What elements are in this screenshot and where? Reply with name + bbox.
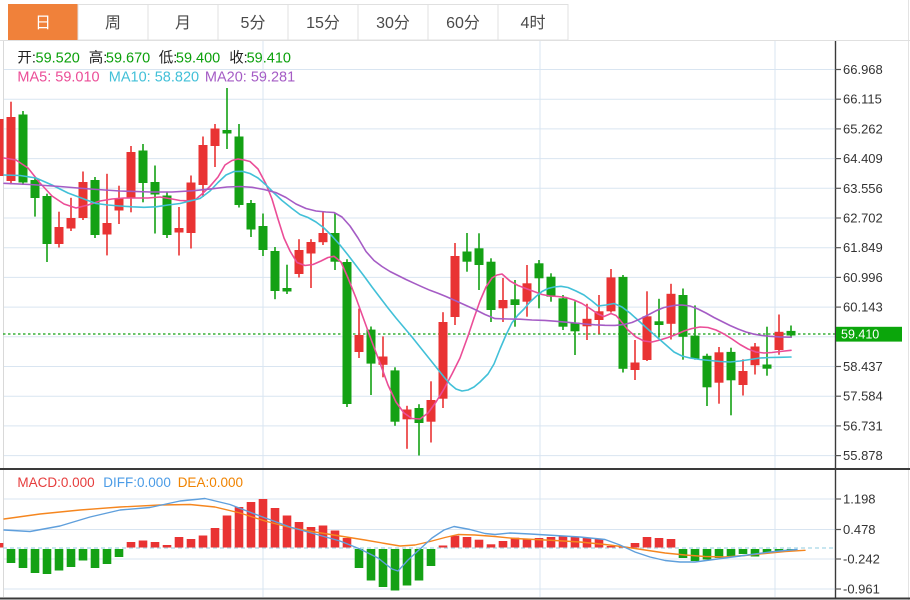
svg-text:5分: 5分 bbox=[241, 14, 266, 32]
svg-text:59.400: 59.400 bbox=[176, 51, 220, 67]
svg-text:DEA:0.000: DEA:0.000 bbox=[178, 475, 243, 490]
svg-text:周: 周 bbox=[105, 15, 121, 32]
svg-text:MACD:0.000: MACD:0.000 bbox=[17, 475, 94, 490]
svg-text:59.410: 59.410 bbox=[247, 51, 291, 67]
svg-text:66.115: 66.115 bbox=[843, 92, 882, 107]
svg-text:64.409: 64.409 bbox=[843, 151, 883, 166]
svg-text:57.584: 57.584 bbox=[843, 389, 883, 404]
svg-text:MA5: 59.010: MA5: 59.010 bbox=[17, 70, 99, 86]
svg-text:DIFF:0.000: DIFF:0.000 bbox=[103, 475, 171, 490]
svg-text:收:: 收: bbox=[229, 50, 248, 67]
svg-text:59.520: 59.520 bbox=[36, 51, 80, 67]
svg-text:高:: 高: bbox=[89, 50, 108, 67]
svg-text:65.262: 65.262 bbox=[843, 121, 883, 136]
svg-text:60.143: 60.143 bbox=[843, 300, 883, 315]
svg-text:62.702: 62.702 bbox=[843, 211, 883, 226]
svg-text:55.878: 55.878 bbox=[843, 448, 883, 463]
svg-text:60分: 60分 bbox=[446, 14, 480, 32]
svg-text:-0.961: -0.961 bbox=[843, 582, 880, 597]
svg-text:MA20: 59.281: MA20: 59.281 bbox=[205, 70, 295, 86]
svg-text:61.849: 61.849 bbox=[843, 240, 883, 255]
svg-text:月: 月 bbox=[175, 15, 191, 32]
svg-text:日: 日 bbox=[35, 15, 51, 32]
svg-text:4时: 4时 bbox=[521, 14, 546, 32]
svg-text:1.198: 1.198 bbox=[843, 492, 876, 507]
svg-text:-0.242: -0.242 bbox=[843, 552, 880, 567]
svg-text:63.556: 63.556 bbox=[843, 181, 883, 196]
svg-text:60.996: 60.996 bbox=[843, 270, 883, 285]
svg-text:低:: 低: bbox=[159, 50, 178, 67]
svg-text:59.410: 59.410 bbox=[841, 328, 879, 342]
svg-text:56.731: 56.731 bbox=[843, 418, 883, 433]
svg-text:59.670: 59.670 bbox=[106, 51, 150, 67]
svg-text:MA10: 58.820: MA10: 58.820 bbox=[109, 70, 199, 86]
svg-text:58.437: 58.437 bbox=[843, 359, 883, 374]
svg-text:30分: 30分 bbox=[376, 14, 410, 32]
svg-text:开:: 开: bbox=[17, 51, 36, 67]
svg-text:0.478: 0.478 bbox=[843, 522, 876, 537]
svg-text:15分: 15分 bbox=[306, 14, 340, 32]
svg-text:66.968: 66.968 bbox=[843, 62, 883, 77]
